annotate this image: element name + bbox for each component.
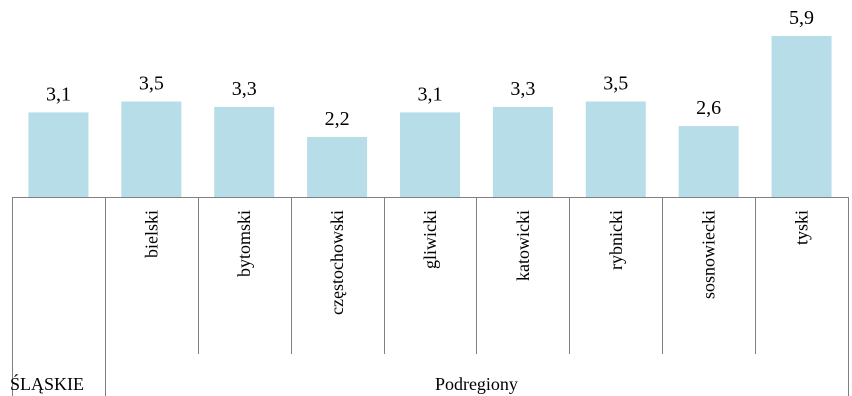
bar-value-label-9: 5,9: [789, 7, 814, 29]
bar-value-label-2: 3,5: [139, 72, 164, 94]
bar-value-label-8: 2,6: [696, 97, 721, 119]
axis-layer: [12, 197, 849, 396]
bar-value-label-3: 3,3: [232, 78, 257, 100]
bar-value-label-7: 3,5: [603, 72, 628, 94]
bar-9: [771, 36, 832, 197]
bar-value-label-4: 2,2: [325, 108, 350, 130]
bar-8: [678, 126, 739, 197]
bar-4: [307, 136, 368, 197]
group-label-1: ŚLĄSKIE: [10, 373, 84, 394]
category-label-3: bytomski: [234, 210, 254, 277]
group-labels-layer: ŚLĄSKIE Podregiony: [10, 373, 518, 394]
category-label-7: rybnicki: [606, 210, 626, 270]
category-label-5: gliwicki: [420, 210, 440, 269]
bar-value-label-6: 3,3: [510, 78, 535, 100]
bar-value-label-1: 3,1: [46, 83, 71, 105]
group-label-2: Podregiony: [435, 374, 518, 394]
bar-3: [214, 106, 275, 197]
category-label-6: katowicki: [513, 210, 533, 281]
bars-layer: [28, 36, 832, 197]
bar-2: [121, 101, 182, 197]
bar-6: [492, 106, 553, 197]
category-label-2: bielski: [141, 210, 161, 258]
category-labels-layer: bielski bytomski częstochowski gliwicki kato…: [141, 210, 811, 315]
value-labels-layer: 3,1 3,5 3,3 2,2 3,1 3,3 3,5 2,6 5,9: [46, 7, 814, 130]
bar-7: [585, 101, 646, 197]
category-label-9: tyski: [792, 210, 812, 245]
bar-5: [400, 112, 460, 197]
category-label-4: częstochowski: [327, 210, 347, 315]
category-label-8: sosnowiecki: [699, 210, 719, 299]
bar-1: [28, 112, 89, 197]
bar-value-label-5: 3,1: [418, 83, 443, 105]
